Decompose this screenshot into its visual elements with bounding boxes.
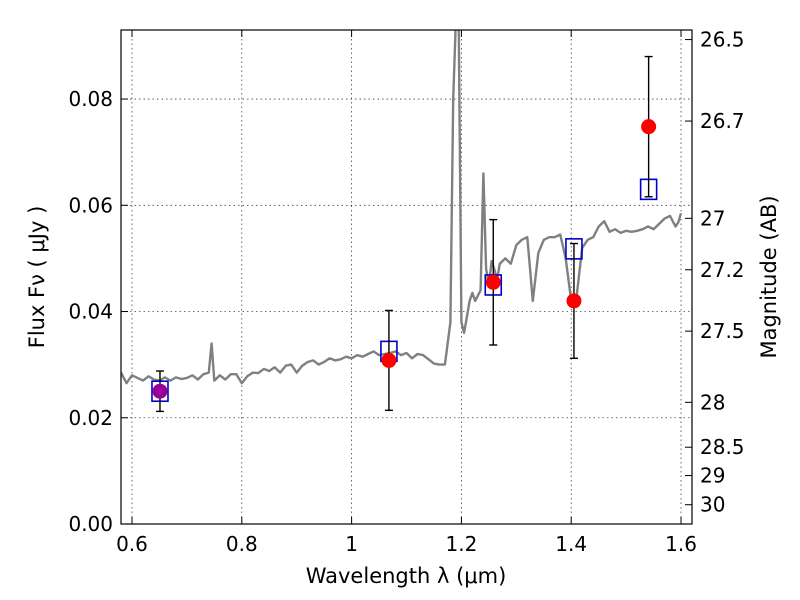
y-tick-label: 0.02 [68,406,113,430]
y-axis-ticks: 0.00 0.02 0.04 0.06 0.08 [68,87,128,536]
x-tick-label: 0.8 [226,532,258,556]
x-gridlines [131,30,682,524]
observed-point [641,119,657,135]
x-tick-label: 1 [345,532,358,556]
y2-tick-label: 26.5 [700,28,745,52]
plot-content [121,30,683,413]
y2-tick-label: 27 [700,206,725,230]
y-tick-label: 0.00 [68,512,113,536]
observed-point [485,274,501,290]
y-tick-label: 0.04 [68,300,113,324]
y2-tick-label: 30 [700,493,725,517]
y-axis-label: Flux Fν ( μJy ) [25,206,49,349]
y2-tick-label: 28.5 [700,435,745,459]
y2-tick-label: 26.7 [700,109,745,133]
y2-axis-ticks: 26.5 26.7 27 27.2 27.5 28 28.5 29 30 [685,28,745,517]
x-tick-label: 0.6 [116,532,148,556]
y2-tick-label: 29 [700,464,725,488]
x-tick-label: 1.4 [555,532,587,556]
observed-point [381,352,397,368]
y-tick-label: 0.08 [68,87,113,111]
y2-tick-label: 27.5 [700,319,745,343]
observed-point [566,293,582,309]
model-spectrum-line [121,30,683,385]
plot-frame [120,29,693,525]
y2-axis-label: Magnitude (AB) [757,195,781,358]
y-gridlines [121,98,692,525]
x-axis-ticks: 0.6 0.8 1 1.2 1.4 1.6 [116,30,697,556]
y2-tick-label: 28 [700,390,725,414]
x-axis-label: Wavelength λ (μm) [306,564,507,588]
y-tick-label: 0.06 [68,193,113,217]
x-tick-label: 1.2 [445,532,477,556]
y2-tick-label: 27.2 [700,258,745,282]
x-tick-label: 1.6 [665,532,697,556]
observed-point [152,383,168,399]
